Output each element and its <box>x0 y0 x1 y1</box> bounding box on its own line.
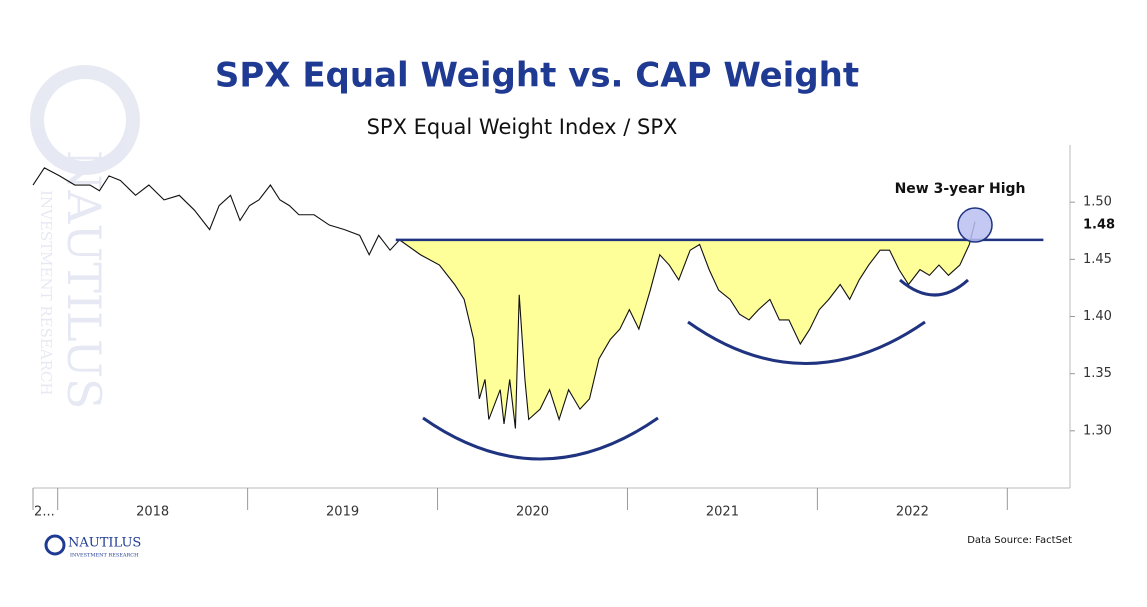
y-tick-label: 1.30 <box>1083 423 1112 438</box>
cup-arc <box>899 278 970 297</box>
x-tick-label: 2021 <box>706 505 739 520</box>
x-tick-label: 2... <box>34 505 55 520</box>
chart-subtitle: SPX Equal Weight Index / SPX <box>367 115 678 139</box>
logo-mark <box>44 534 66 556</box>
logo-name: NAUTILUS <box>68 536 141 551</box>
highlight-circle <box>957 207 993 243</box>
watermark: NAUTILUS INVESTMENT RESEARCH <box>30 65 140 409</box>
cup-arc <box>422 416 659 461</box>
watermark-tagline: INVESTMENT RESEARCH <box>37 190 55 395</box>
y-tick-label: 1.40 <box>1083 309 1112 324</box>
watermark-name: NAUTILUS <box>57 150 111 409</box>
watermark-logo <box>30 65 140 175</box>
y-tick-label: 1.45 <box>1083 252 1112 267</box>
x-tick-label: 2022 <box>896 505 929 520</box>
logo-tagline: INVESTMENT RESEARCH <box>70 553 139 559</box>
cup-arc <box>687 320 926 365</box>
line <box>32 167 976 429</box>
footer-logo: NAUTILUS INVESTMENT RESEARCH <box>44 534 141 559</box>
x-tick-label: 2019 <box>326 505 359 520</box>
y-tick-label: 1.35 <box>1083 366 1112 381</box>
y-tick-label: 1.50 <box>1083 195 1112 210</box>
highlight-tick-label: 1.48 <box>1083 218 1115 233</box>
x-tick-label: 2018 <box>136 505 169 520</box>
x-tick-label: 2020 <box>516 505 549 520</box>
source-note: Data Source: FactSet <box>967 535 1072 546</box>
annotation: New 3-year High <box>895 181 1026 197</box>
area <box>399 239 976 429</box>
chart-title: SPX Equal Weight vs. CAP Weight <box>215 56 859 96</box>
plot: 2... 2018 2019 2020 2021 2022 1.30 1.35 1.40 1.45… <box>32 145 1115 520</box>
